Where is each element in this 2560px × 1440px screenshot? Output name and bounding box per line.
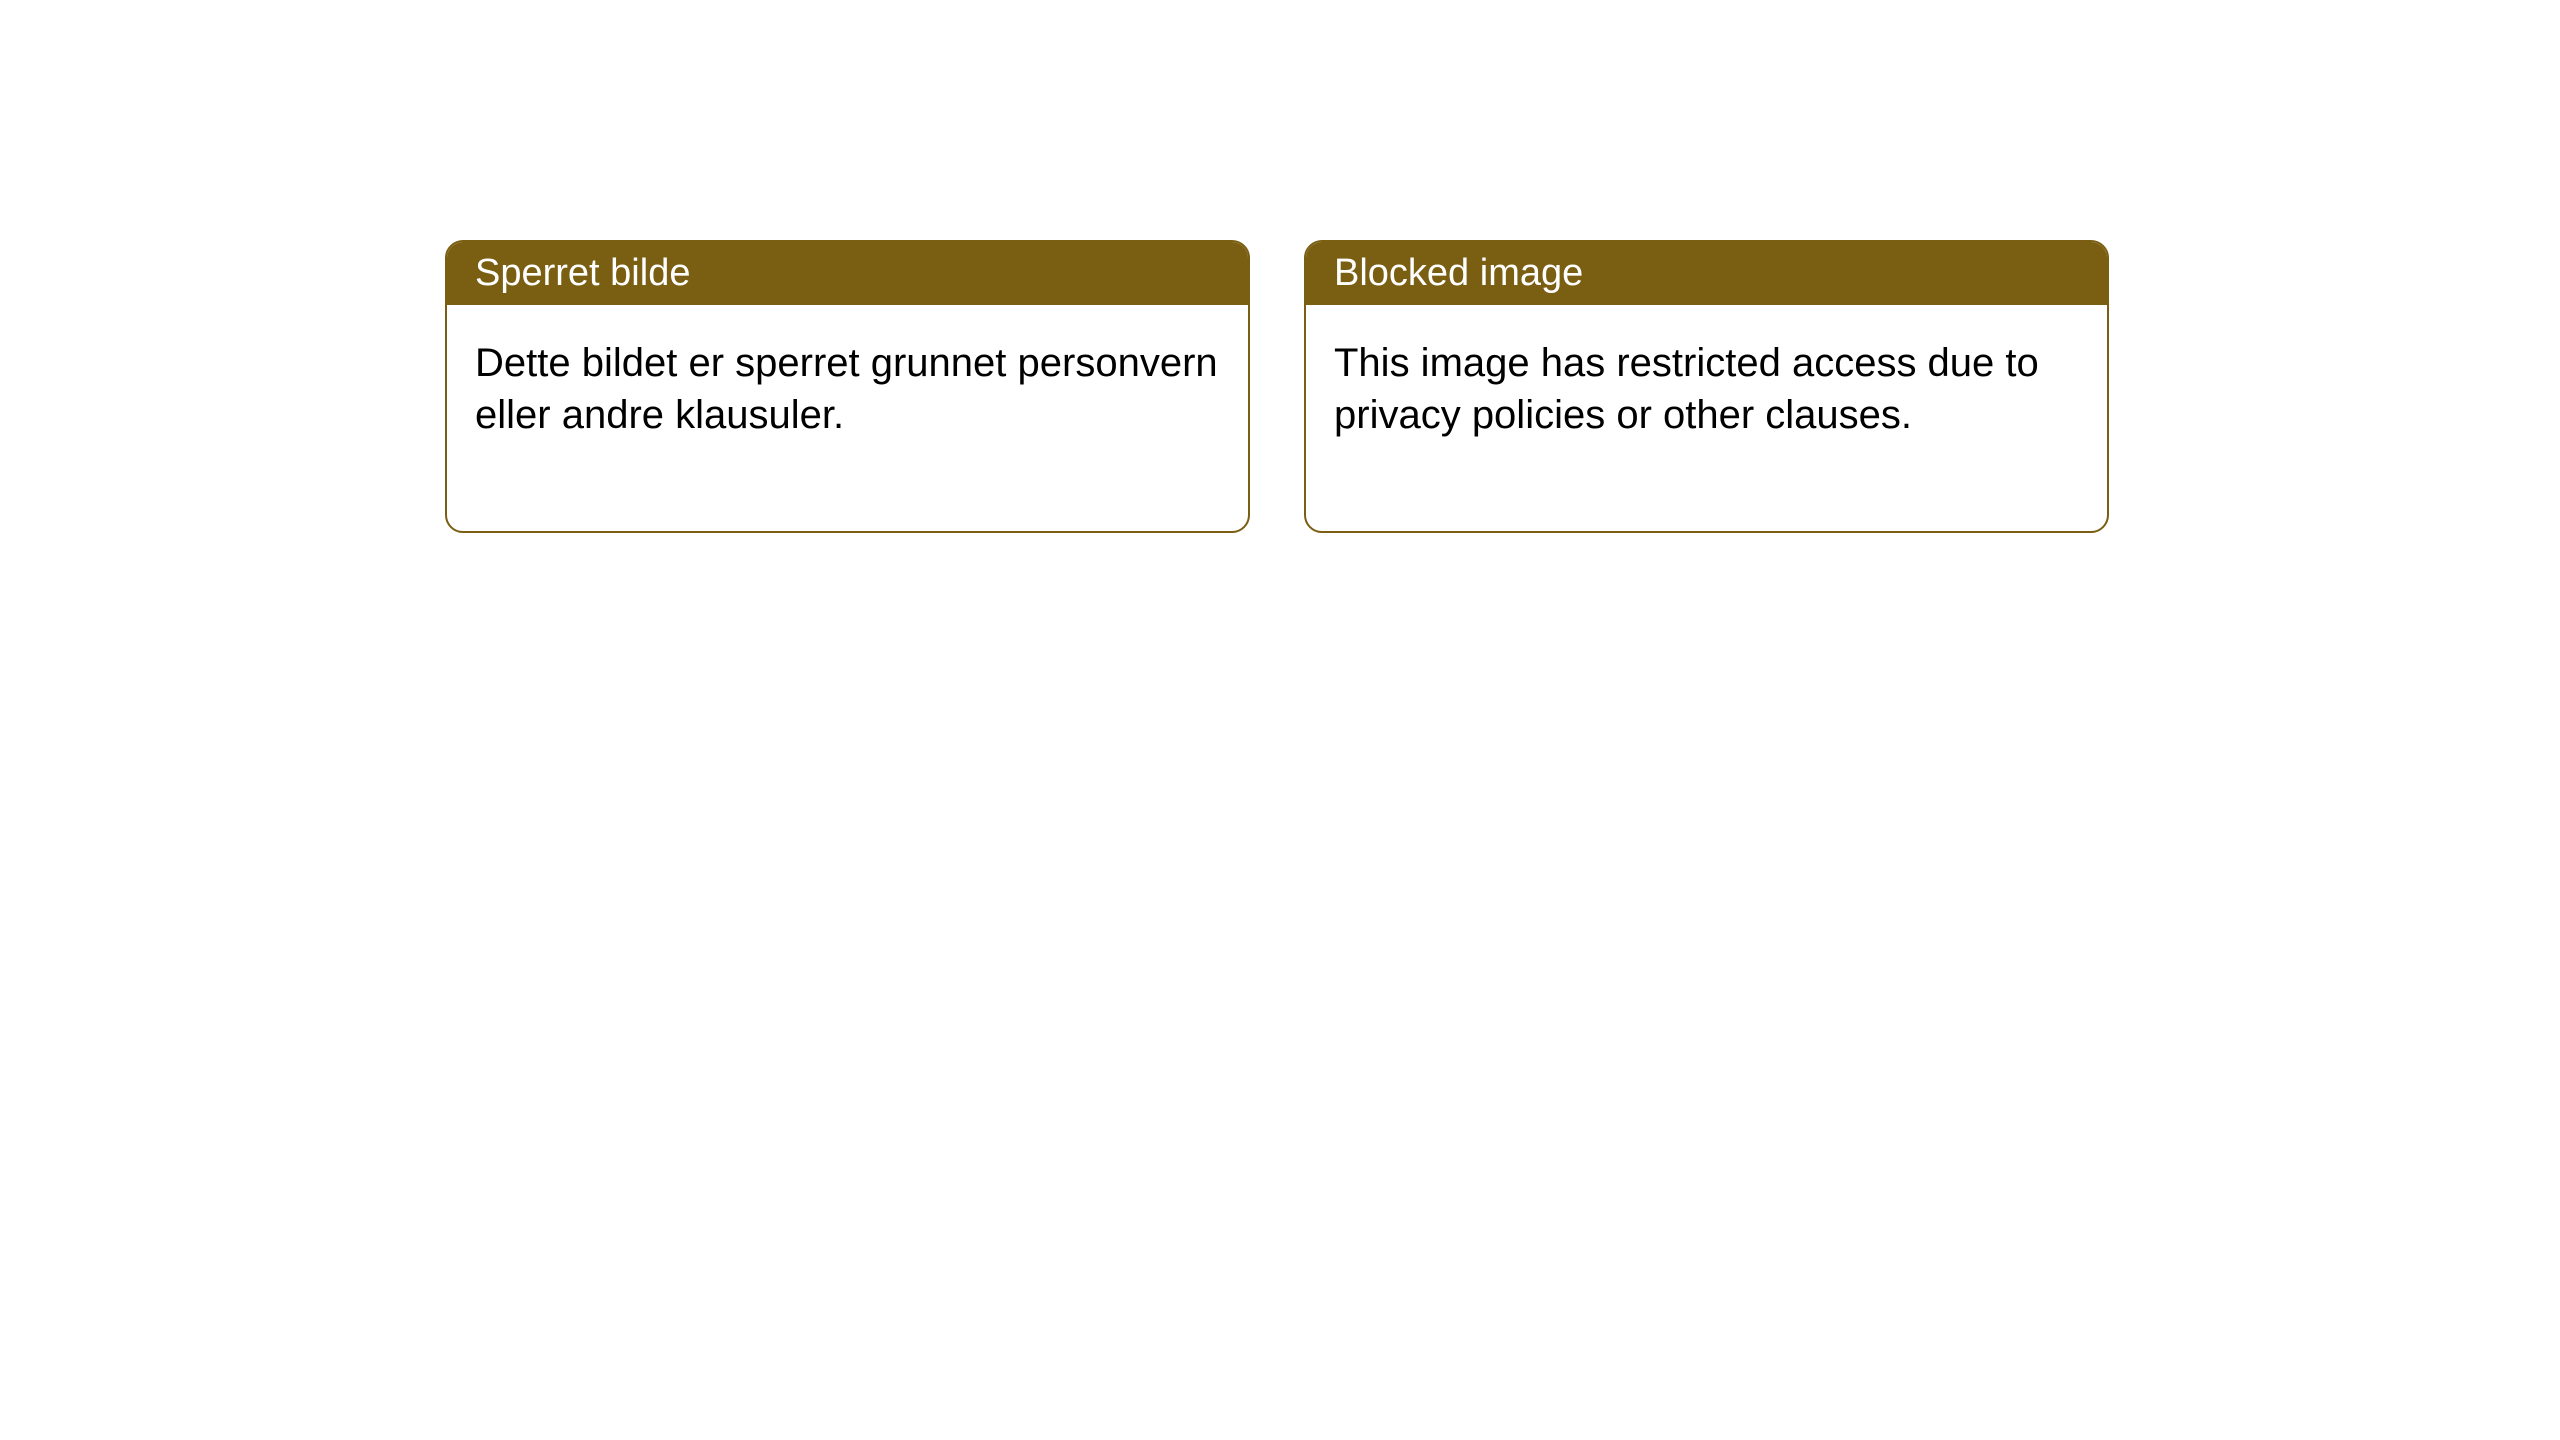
card-title: Blocked image [1334, 252, 1583, 294]
card-header-english: Blocked image [1306, 242, 2107, 305]
card-title: Sperret bilde [475, 252, 690, 294]
notice-card-norwegian: Sperret bilde Dette bildet er sperret gr… [445, 240, 1250, 533]
notice-container: Sperret bilde Dette bildet er sperret gr… [445, 240, 2109, 533]
card-body-english: This image has restricted access due to … [1306, 305, 2107, 531]
notice-card-english: Blocked image This image has restricted … [1304, 240, 2109, 533]
card-body-norwegian: Dette bildet er sperret grunnet personve… [447, 305, 1248, 531]
card-body-text: Dette bildet er sperret grunnet personve… [475, 341, 1218, 437]
card-header-norwegian: Sperret bilde [447, 242, 1248, 305]
card-body-text: This image has restricted access due to … [1334, 341, 2039, 437]
